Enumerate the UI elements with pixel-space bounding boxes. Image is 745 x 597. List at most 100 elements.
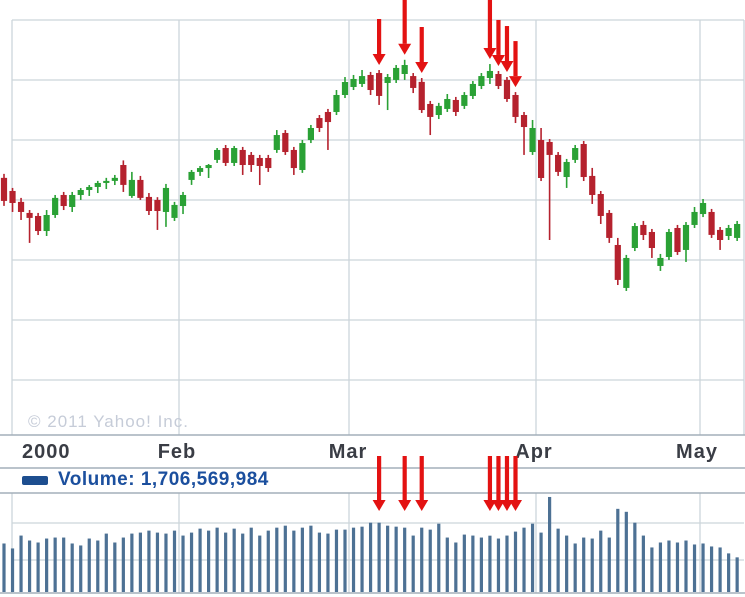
candle [691, 206, 698, 228]
volume-bar [505, 535, 509, 592]
candle [358, 69, 366, 87]
candle [350, 74, 357, 91]
candle [699, 198, 707, 218]
volume-bar [249, 527, 253, 592]
volume-bar [10, 548, 15, 592]
candle-wick [258, 154, 261, 186]
volume-bar [121, 537, 125, 592]
volume-bar [343, 529, 347, 592]
volume-bar [471, 535, 475, 592]
candle [17, 197, 25, 220]
candle [614, 237, 621, 286]
candle [307, 124, 314, 144]
candle-body [606, 212, 613, 238]
volume-bar [599, 530, 603, 592]
volume-bar [198, 528, 202, 592]
candle-body [231, 148, 238, 163]
candle [435, 102, 442, 120]
volume-bar [224, 532, 228, 592]
candle [580, 140, 587, 182]
volume-bar [735, 557, 739, 592]
candle-body [503, 79, 511, 99]
candle [486, 64, 494, 84]
volume-bar [513, 531, 518, 592]
watermark: © 2011 Yahoo! Inc. [28, 412, 189, 431]
volume-bar [232, 528, 236, 592]
candle [520, 111, 528, 155]
volume-bar [368, 522, 373, 592]
candle [154, 197, 161, 230]
volume-bar [479, 537, 483, 592]
candle-body [333, 94, 340, 112]
candle [111, 174, 118, 186]
candle [376, 69, 383, 105]
candle [708, 208, 715, 238]
volume-bar [411, 535, 415, 592]
candle-body [282, 132, 289, 153]
candle-body [290, 149, 297, 169]
candle [589, 167, 596, 204]
candle-body [452, 99, 459, 112]
candle [282, 130, 289, 155]
candle-body [623, 257, 630, 288]
candle-body [725, 227, 732, 236]
volume-bar [692, 544, 697, 592]
candle-body [248, 154, 255, 166]
x-axis-month-labels: 2000 Feb Mar Apr May [0, 441, 745, 465]
volume-bar [709, 546, 714, 592]
volume-bar [334, 529, 339, 592]
candle [537, 127, 545, 182]
volume-bar [684, 540, 688, 592]
candle [43, 210, 50, 236]
candle [341, 77, 349, 99]
candle [162, 183, 170, 227]
candle-body [427, 103, 434, 117]
candle [393, 65, 400, 83]
candle [273, 130, 280, 153]
volume-bar [79, 545, 83, 592]
volume-bar [582, 537, 586, 592]
candle-body [478, 76, 485, 87]
candle [734, 220, 741, 241]
candle-body [307, 127, 314, 141]
candle [188, 169, 195, 185]
candle [623, 254, 630, 291]
volume-bar [548, 496, 552, 592]
volume-bar [155, 532, 160, 592]
volume-bar [317, 532, 322, 592]
volume-bar [641, 535, 645, 592]
candle-body [520, 115, 528, 128]
candle-body [529, 127, 536, 153]
candle [205, 164, 212, 178]
candle-body [77, 190, 84, 195]
candle-body [324, 111, 332, 123]
candle-body [103, 180, 110, 183]
volume-bar [437, 523, 441, 592]
candle [0, 173, 8, 206]
candle-body [376, 73, 383, 96]
candle-wick [327, 108, 329, 150]
candle-body [188, 171, 195, 180]
candle-body [640, 224, 647, 236]
candle [512, 92, 519, 124]
candle-wick [96, 180, 99, 194]
candle-body [580, 144, 587, 178]
candle-body [631, 226, 638, 249]
candle [316, 115, 323, 133]
volume-bar [394, 526, 398, 592]
volume-bar [488, 535, 492, 592]
candle [631, 223, 638, 252]
candle-body [256, 157, 263, 166]
volume-bar [573, 543, 577, 592]
candle [384, 73, 391, 111]
volume-bar [113, 542, 117, 592]
candle-body [26, 212, 33, 218]
candle-body [367, 74, 374, 91]
candle-body [350, 78, 357, 87]
volume-bar [181, 535, 185, 592]
volume-bar [147, 530, 151, 592]
candle-body [572, 148, 579, 160]
volume-bar [215, 527, 219, 592]
candle [222, 144, 229, 166]
month-label-may: May [676, 441, 718, 463]
